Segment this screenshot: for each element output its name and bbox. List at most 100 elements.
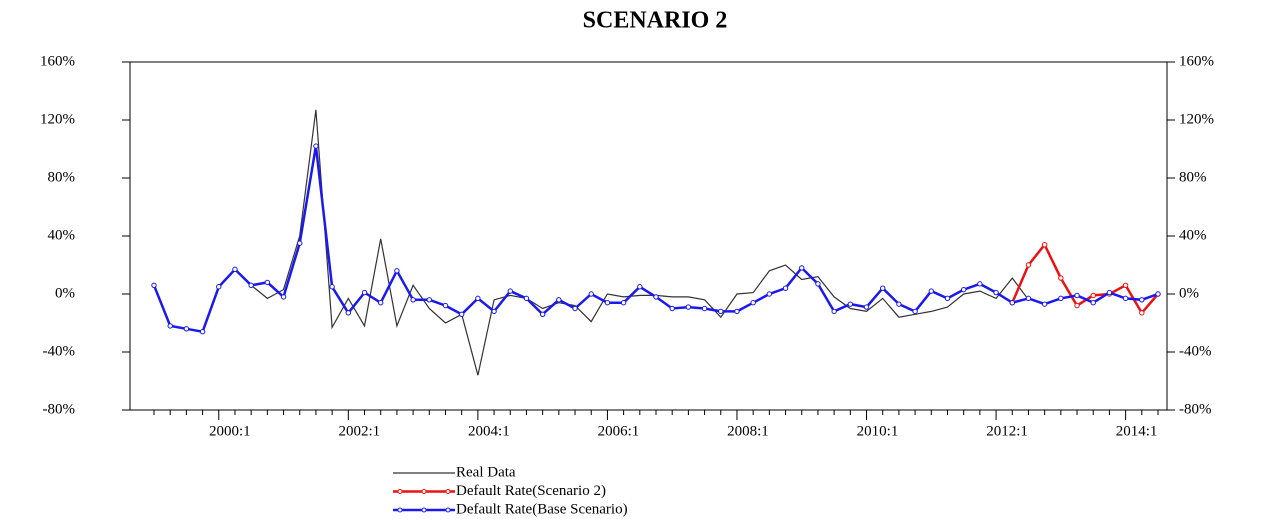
point — [313, 143, 319, 149]
point — [248, 282, 254, 288]
point — [1041, 242, 1048, 248]
point — [588, 291, 594, 297]
y2-tick-label: 80% — [1179, 169, 1207, 185]
y2-tick-label: -80% — [1179, 401, 1212, 417]
y2-tick-label: -40% — [1179, 343, 1212, 359]
point — [1155, 291, 1161, 297]
chart-title: SCENARIO 2 — [583, 8, 728, 34]
point — [977, 281, 983, 287]
point — [475, 295, 481, 302]
point — [216, 284, 222, 290]
y2-tick-label: 160% — [1179, 53, 1214, 69]
series-line — [1011, 242, 1159, 316]
point — [1090, 292, 1096, 299]
x-tick-label: 2014:1 — [1116, 423, 1158, 439]
y-tick-label: 0% — [55, 285, 75, 301]
point — [1041, 301, 1048, 307]
point — [799, 265, 805, 271]
point — [199, 329, 206, 335]
x-tick-label: 2008:1 — [727, 423, 769, 439]
point — [620, 300, 627, 306]
legend-label: Default Rate(Scenario 2) — [456, 483, 606, 499]
point — [378, 300, 384, 306]
point — [1106, 289, 1113, 296]
point — [1139, 297, 1145, 303]
series-line — [153, 109, 1029, 376]
point — [1009, 300, 1015, 306]
point — [410, 297, 416, 303]
legend-marker — [421, 507, 427, 513]
point — [1025, 262, 1032, 268]
point — [458, 311, 465, 317]
legend-marker — [397, 489, 403, 494]
x-tick-label: 2002:1 — [338, 423, 380, 439]
point — [1139, 310, 1145, 316]
point — [507, 288, 513, 294]
point — [329, 284, 335, 290]
series-line — [152, 145, 1159, 334]
point — [831, 308, 837, 315]
point — [912, 308, 918, 315]
legend-marker — [445, 489, 451, 494]
y-tick-label: 120% — [40, 111, 75, 127]
y-tick-label: 40% — [48, 227, 76, 243]
point — [556, 297, 562, 303]
point — [880, 285, 886, 291]
point — [782, 285, 789, 291]
point — [280, 294, 287, 300]
point — [1058, 295, 1064, 302]
point — [1074, 302, 1080, 309]
point — [297, 240, 303, 246]
point — [960, 286, 967, 293]
point — [718, 308, 724, 315]
point — [993, 289, 999, 296]
x-tick-label: 2010:1 — [857, 423, 899, 439]
point — [766, 291, 773, 297]
point — [701, 305, 708, 312]
legend-marker — [397, 507, 403, 513]
point — [734, 308, 740, 315]
point — [669, 305, 675, 312]
point — [653, 294, 659, 300]
point — [1122, 295, 1129, 302]
point — [685, 304, 692, 310]
y2-tick-label: 120% — [1179, 111, 1214, 127]
y2-tick-label: 40% — [1179, 227, 1207, 243]
point — [1058, 275, 1064, 281]
point — [345, 310, 352, 316]
point — [264, 279, 271, 286]
point — [491, 308, 497, 315]
y-tick-label: 80% — [48, 169, 76, 185]
x-tick-label: 2000:1 — [209, 423, 251, 439]
point — [1074, 292, 1080, 299]
point — [1025, 295, 1032, 302]
point — [928, 288, 934, 294]
point — [394, 268, 400, 274]
point — [944, 295, 951, 302]
y-tick-label: -80% — [43, 401, 76, 417]
legend-label: Default Rate(Base Scenario) — [456, 501, 628, 517]
point — [523, 295, 530, 302]
legend-marker — [445, 507, 451, 513]
point — [167, 323, 173, 329]
plot-frame — [129, 61, 1168, 411]
x-tick-label: 2004:1 — [468, 423, 510, 439]
point — [1090, 300, 1096, 306]
point — [815, 281, 821, 287]
x-tick-label: 2006:1 — [598, 423, 640, 439]
y-tick-label: -40% — [43, 343, 76, 359]
point — [426, 297, 432, 303]
legend-marker — [421, 489, 427, 494]
point — [847, 301, 854, 307]
x-tick-label: 2012:1 — [986, 423, 1028, 439]
y2-tick-label: 0% — [1179, 285, 1199, 301]
point — [183, 326, 190, 332]
point — [1122, 282, 1129, 288]
point — [637, 284, 643, 290]
point — [604, 300, 611, 306]
point — [232, 266, 238, 273]
point — [151, 282, 157, 288]
legend-label: Real Data — [456, 464, 516, 480]
y-tick-label: 160% — [40, 53, 75, 69]
